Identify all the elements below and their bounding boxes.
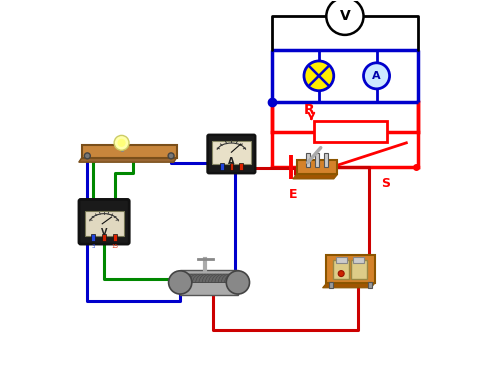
Bar	[220, 163, 224, 170]
Text: 3: 3	[91, 244, 94, 249]
Text: 15: 15	[112, 244, 119, 249]
Wedge shape	[212, 274, 228, 282]
Circle shape	[168, 271, 192, 294]
Wedge shape	[224, 274, 242, 282]
Wedge shape	[196, 274, 212, 282]
Circle shape	[338, 271, 344, 276]
Text: S: S	[382, 177, 390, 190]
Circle shape	[118, 139, 126, 147]
Polygon shape	[322, 284, 374, 288]
Circle shape	[226, 271, 250, 294]
Circle shape	[84, 153, 90, 159]
Wedge shape	[228, 274, 245, 282]
Wedge shape	[192, 274, 210, 282]
Bar	[296, 160, 338, 174]
Bar	[368, 282, 372, 288]
Wedge shape	[174, 274, 190, 282]
Wedge shape	[199, 274, 216, 282]
Text: V: V	[340, 9, 350, 23]
Wedge shape	[180, 274, 196, 282]
Wedge shape	[176, 274, 194, 282]
Circle shape	[326, 0, 364, 35]
Wedge shape	[215, 274, 232, 282]
Text: V: V	[101, 228, 107, 237]
Bar	[102, 234, 106, 241]
Bar	[84, 211, 124, 237]
Text: A: A	[228, 157, 234, 166]
Text: A: A	[372, 71, 381, 81]
Wedge shape	[183, 274, 200, 282]
Polygon shape	[293, 174, 338, 179]
Circle shape	[364, 63, 390, 89]
Polygon shape	[79, 158, 176, 162]
Bar	[333, 260, 349, 279]
Wedge shape	[206, 274, 222, 282]
Circle shape	[304, 61, 334, 91]
Text: R: R	[304, 103, 315, 117]
Bar	[90, 234, 95, 241]
Wedge shape	[218, 274, 235, 282]
Bar	[329, 282, 332, 288]
Bar	[212, 141, 250, 164]
Wedge shape	[208, 274, 226, 282]
Wedge shape	[202, 274, 219, 282]
Wedge shape	[222, 274, 238, 282]
Bar	[324, 153, 328, 167]
Circle shape	[168, 153, 174, 159]
Wedge shape	[190, 274, 206, 282]
Circle shape	[114, 135, 129, 150]
FancyBboxPatch shape	[208, 135, 255, 173]
Bar	[350, 260, 367, 279]
Bar	[230, 163, 234, 170]
Bar	[315, 153, 319, 167]
Bar	[180, 270, 238, 294]
Bar	[306, 153, 310, 167]
FancyBboxPatch shape	[79, 200, 129, 244]
Bar	[239, 163, 242, 170]
Bar	[113, 234, 117, 241]
Bar	[353, 257, 364, 262]
Bar	[314, 122, 387, 142]
Bar	[82, 145, 176, 158]
Bar	[336, 257, 347, 262]
Bar	[326, 255, 374, 284]
Wedge shape	[186, 274, 203, 282]
Text: E: E	[288, 188, 297, 201]
